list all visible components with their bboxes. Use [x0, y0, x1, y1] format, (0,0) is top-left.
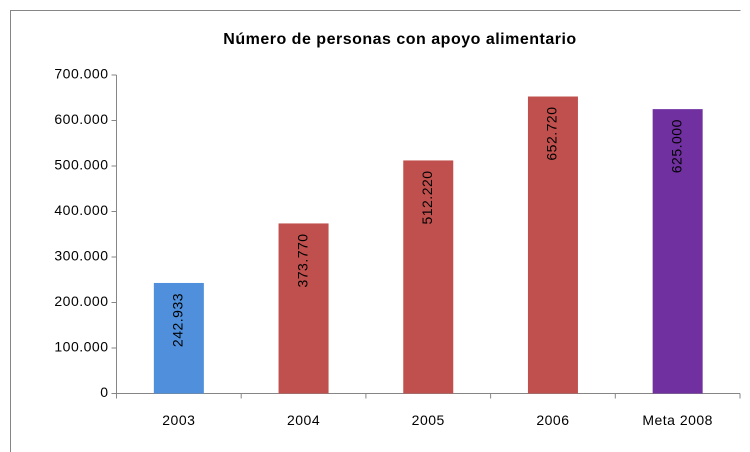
- value-label: 512.220: [419, 170, 435, 224]
- x-tick-label: 2005: [412, 412, 445, 428]
- x-tick-label: Meta 2008: [642, 412, 713, 428]
- bar: [153, 282, 204, 394]
- value-label: 625.000: [668, 119, 684, 173]
- bar: [403, 160, 454, 394]
- chart-frame: [10, 10, 741, 452]
- x-tick-label: 2006: [536, 412, 569, 428]
- bar: [652, 109, 703, 394]
- x-tick-label: 2004: [287, 412, 320, 428]
- y-tick-label: 600.000: [54, 111, 108, 127]
- value-label: 373.770: [294, 233, 310, 287]
- y-tick-label: 500.000: [54, 157, 108, 173]
- y-tick-label: 200.000: [54, 293, 108, 309]
- y-tick-label: 400.000: [54, 202, 108, 218]
- value-label: 242.933: [170, 293, 186, 347]
- bar: [527, 96, 578, 394]
- value-label: 652.720: [544, 107, 560, 161]
- y-tick-label: 700.000: [54, 66, 108, 82]
- chart-title: Número de personas con apoyo alimentario: [223, 31, 576, 48]
- x-tick-label: 2003: [162, 412, 195, 428]
- y-tick-label: 100.000: [54, 339, 108, 355]
- bar: [278, 223, 329, 394]
- y-tick-label: 0: [100, 384, 108, 400]
- y-tick-label: 300.000: [54, 248, 108, 264]
